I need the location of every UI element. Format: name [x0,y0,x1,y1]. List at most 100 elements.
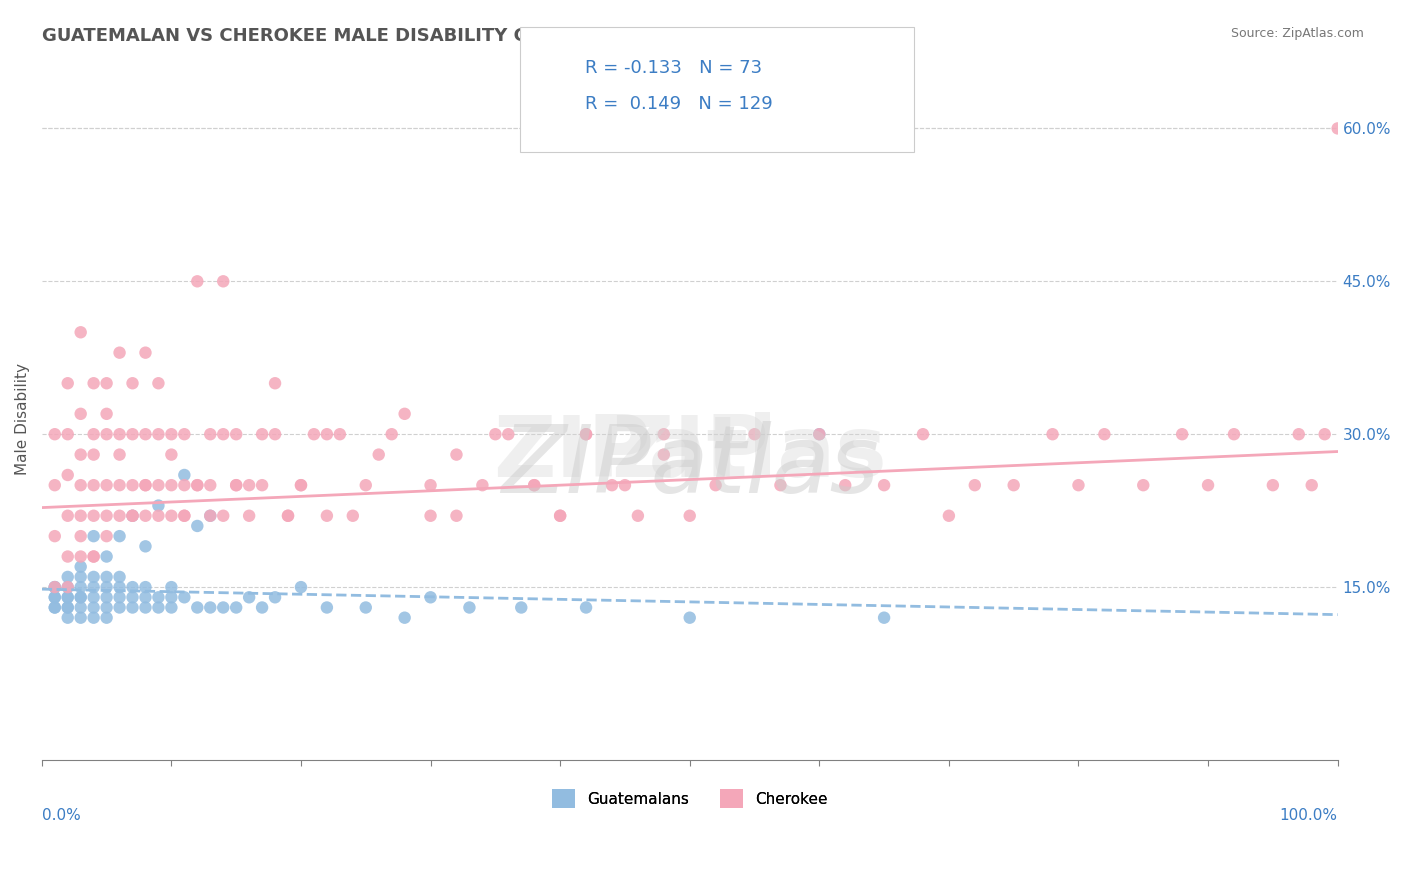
Point [96,376,118,391]
Point [679,610,702,624]
Point [83,427,105,442]
Point [212,600,235,615]
Point [354,600,377,615]
Point [1223,427,1246,442]
Point [290,478,312,492]
Point [83,570,105,584]
Point [1067,478,1090,492]
Point [44,580,66,594]
Point [394,610,416,624]
Point [963,478,986,492]
Point [498,427,520,442]
Point [173,427,195,442]
Point [160,448,183,462]
Point [69,600,91,615]
Point [808,427,831,442]
Point [134,427,156,442]
Text: ZIPatlas: ZIPatlas [494,411,887,494]
Point [83,549,105,564]
Point [381,427,404,442]
Point [134,600,156,615]
Point [56,580,79,594]
Point [264,591,287,605]
Point [704,478,727,492]
Point [56,467,79,482]
Point [627,508,650,523]
Point [121,591,143,605]
Point [173,467,195,482]
Point [83,610,105,624]
Point [148,478,170,492]
Point [419,508,441,523]
Point [1171,427,1194,442]
Point [96,549,118,564]
Point [69,591,91,605]
Point [134,591,156,605]
Point [212,508,235,523]
Point [96,600,118,615]
Point [238,508,260,523]
Point [200,600,222,615]
Point [160,600,183,615]
Point [1197,478,1219,492]
Point [277,508,299,523]
Point [108,600,131,615]
Point [160,478,183,492]
Text: R = -0.133   N = 73: R = -0.133 N = 73 [585,59,762,77]
Point [277,508,299,523]
Point [83,376,105,391]
Point [186,519,208,533]
Point [56,508,79,523]
Point [69,508,91,523]
Point [419,478,441,492]
Point [160,508,183,523]
Point [148,591,170,605]
Point [911,427,934,442]
Point [186,478,208,492]
Point [652,427,675,442]
Point [96,591,118,605]
Point [173,478,195,492]
Point [212,427,235,442]
Point [200,427,222,442]
Point [290,478,312,492]
Point [315,600,337,615]
Point [173,508,195,523]
Point [250,427,273,442]
Point [44,600,66,615]
Point [808,427,831,442]
Point [160,591,183,605]
Point [83,591,105,605]
Text: GUATEMALAN VS CHEROKEE MALE DISABILITY CORRELATION CHART: GUATEMALAN VS CHEROKEE MALE DISABILITY C… [42,27,728,45]
Point [148,600,170,615]
Point [394,407,416,421]
Point [96,427,118,442]
Point [108,508,131,523]
Point [134,508,156,523]
Point [83,448,105,462]
Point [873,610,896,624]
Point [134,478,156,492]
Point [121,376,143,391]
Point [134,345,156,359]
Point [44,580,66,594]
Point [44,580,66,594]
Point [96,407,118,421]
Point [1313,427,1336,442]
Point [523,478,546,492]
Point [134,580,156,594]
Y-axis label: Male Disability: Male Disability [15,363,30,475]
Point [548,508,571,523]
Legend: Guatemalans, Cherokee: Guatemalans, Cherokee [546,783,834,814]
Point [160,427,183,442]
Point [938,508,960,523]
Point [108,345,131,359]
Point [44,529,66,543]
Point [134,539,156,553]
Point [1261,478,1284,492]
Point [69,448,91,462]
Point [96,570,118,584]
Point [69,570,91,584]
Point [44,427,66,442]
Point [108,591,131,605]
